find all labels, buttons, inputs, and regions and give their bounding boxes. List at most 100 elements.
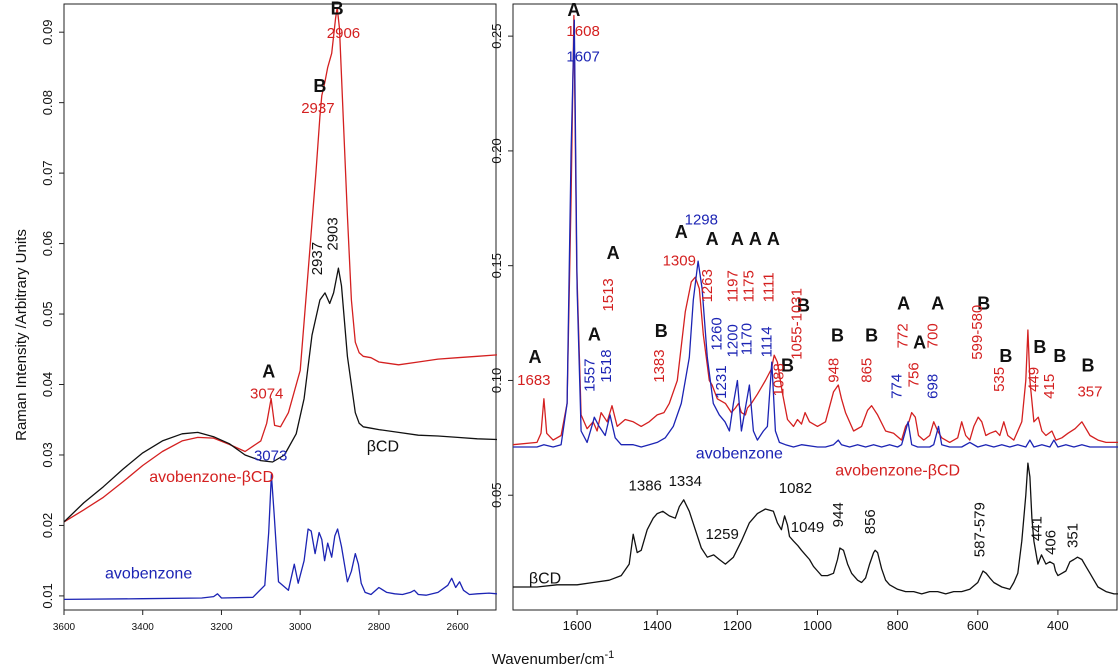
right-annotation-1260: 1260 [708,317,725,350]
right-annotation-1513: 1513 [600,278,617,311]
right-y-tick-label: 0.05 [489,483,504,508]
right-annotation-774: 774 [889,374,906,399]
right-y-tick-label: 0.10 [489,368,504,393]
right-annotation-772: 772 [895,323,912,348]
right-annotation-1298: 1298 [685,211,718,228]
right-annotation-b: B [1033,337,1046,357]
right-annotation-a: A [588,324,601,344]
right-annotation-351: 351 [1065,523,1082,548]
right-annotation-587-579: 587-579 [972,502,989,557]
left-x-tick-label: 2600 [447,622,470,633]
left-annotation-3073: 3073 [254,448,287,465]
right-annotation-1518: 1518 [598,349,615,382]
x-axis-label-text: Wavenumber/cm [492,651,605,668]
right-annotation-1683: 1683 [517,372,550,389]
right-x-tick-label: 1000 [803,618,832,633]
right-annotation-1608: 1608 [566,23,599,40]
right-annotation-535: 535 [991,367,1008,392]
right-annotation-1175: 1175 [740,270,757,302]
left-x-tick-label: 3200 [210,622,233,633]
left-plot-frame [63,3,497,611]
right-annotation-b: B [999,346,1012,366]
left-x-tick-label: 2800 [368,622,391,633]
left-panel-chart: 3600 3400 3200 3000 2800 2600 0.01 0.02 0.03 0.04… [40,0,497,633]
x-axis-label: Wavenumber/cm-1 [492,649,615,668]
right-y-tick-label: 0.15 [489,253,504,278]
right-annotation-a: A [706,229,719,249]
right-x-tick-label: 1400 [643,618,672,633]
right-series-avobenzone-beta-cd-line [513,14,1118,446]
right-annotation-1049: 1049 [791,519,824,536]
right-annotation-avobenzone-betacd: avobenzone-βCD [835,463,960,480]
left-y-tick-label: 0.05 [40,301,55,326]
right-annotation-betacd: βCD [529,571,561,588]
right-annotation-1082: 1082 [779,480,812,497]
right-annotation-b: B [865,325,878,345]
left-annotation-a: A [262,361,275,381]
right-annotation-1055-1031: 1055-1031 [788,288,805,360]
right-annotation-a: A [731,229,744,249]
left-series-beta-cd-line [64,267,497,523]
right-annotation-b: B [831,325,844,345]
right-annotation-1607: 1607 [566,48,599,65]
x-axis-label-superscript: -1 [605,649,615,661]
left-x-tick-label: 3600 [53,622,76,633]
right-annotation-a: A [675,222,688,242]
right-annotation-1088: 1088 [770,363,787,396]
left-y-tick-label: 0.06 [40,231,55,256]
left-annotation-2937: 2937 [301,100,334,117]
right-series-beta-cd-line [513,462,1118,595]
left-y-tick-label: 0.02 [40,513,55,538]
right-plot-frame [512,3,1118,611]
right-annotation-avobenzone: avobenzone [696,446,783,463]
right-annotation-944: 944 [830,502,847,527]
right-annotation-1383: 1383 [651,349,668,382]
left-series-avobenzone-line [64,474,497,601]
right-annotation-1231: 1231 [713,365,730,398]
right-annotation-1197: 1197 [724,270,741,302]
right-annotation-1200: 1200 [724,324,741,357]
right-x-tick-label: 1600 [563,618,592,633]
right-annotation-700: 700 [925,323,942,348]
left-annotation-avobenzone: avobenzone [105,565,192,582]
left-annotation-2937: 2937 [309,242,326,275]
right-x-tick-label: 800 [887,618,909,633]
right-series-avobenzone-line [513,19,1118,448]
right-annotation-a: A [913,332,926,352]
right-panel-chart: 1600 1400 1200 1000 800 600 400 0.05 0.10 0.15 0.2… [489,0,1118,633]
left-annotation-b: B [313,76,326,96]
left-annotation-b: B [331,0,344,19]
right-annotation-a: A [767,229,780,249]
left-y-tick-label: 0.03 [40,442,55,467]
right-annotation-599-580: 599-580 [969,305,986,360]
right-x-tick-label: 600 [967,618,989,633]
left-annotation-2903: 2903 [325,217,342,250]
left-y-tick-label: 0.08 [40,90,55,115]
right-annotation-b: B [797,296,810,316]
right-annotation-b: B [655,321,668,341]
right-annotation-b: B [781,355,794,375]
right-annotation-865: 865 [859,358,876,383]
left-series-avobenzone-beta-cd-line [64,6,497,523]
right-annotation-a: A [931,293,944,313]
right-annotation-a: A [529,347,542,367]
right-annotation-1309: 1309 [663,253,696,270]
right-annotation-1386: 1386 [629,478,662,495]
right-annotation-856: 856 [862,509,879,534]
right-y-tick-label: 0.20 [489,138,504,163]
left-x-tick-label: 3400 [132,622,155,633]
right-annotation-449: 449 [1025,367,1042,392]
right-annotation-a: A [897,293,910,313]
left-y-tick-label: 0.09 [40,20,55,45]
right-annotation-a: A [749,229,762,249]
right-annotation-441: 441 [1028,516,1045,541]
right-annotation-948: 948 [825,358,842,383]
right-annotation-a: A [607,243,620,263]
right-annotation-415: 415 [1041,374,1058,399]
right-annotation-756: 756 [905,362,922,387]
right-annotation-a: A [567,0,580,20]
left-annotation-3074: 3074 [250,386,283,403]
left-y-tick-label: 0.07 [40,160,55,185]
right-x-tick-label: 400 [1047,618,1069,633]
right-annotation-357: 357 [1077,384,1102,401]
